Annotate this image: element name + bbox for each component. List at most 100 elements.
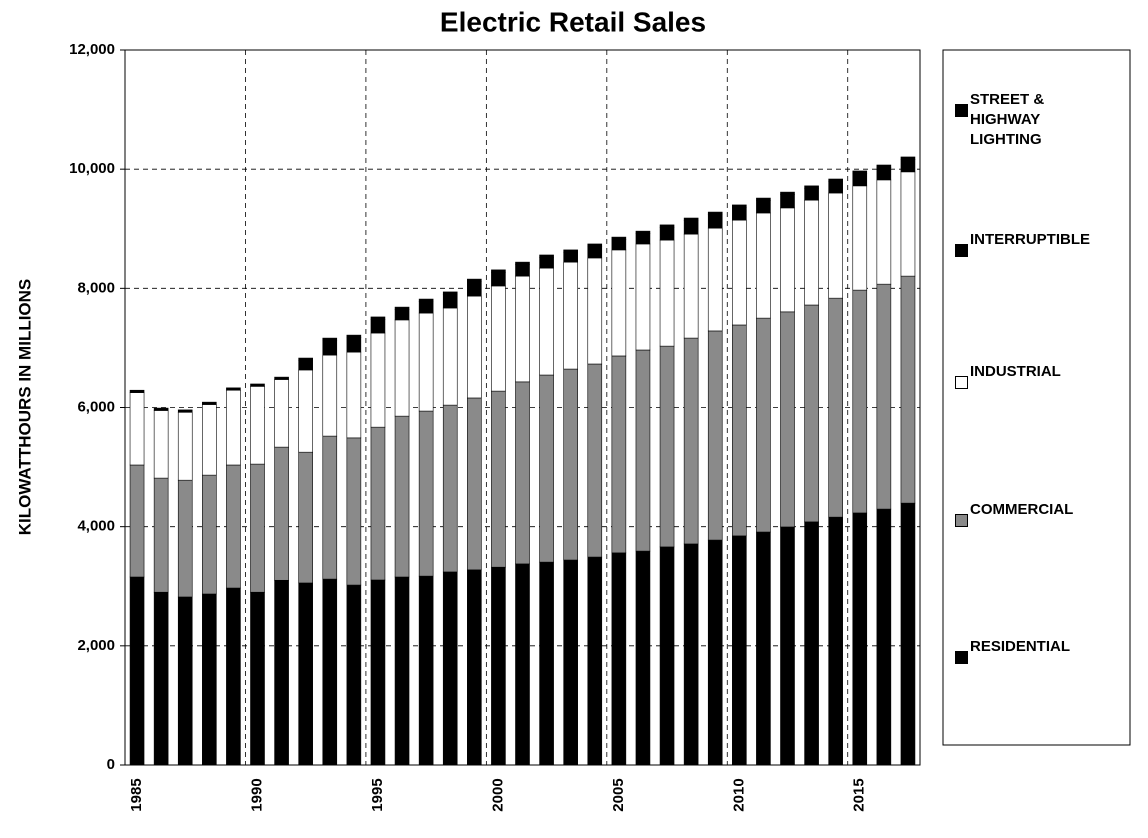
bar-segment: [346, 437, 362, 586]
bar-segment: [587, 257, 603, 365]
bar-segment: [804, 521, 819, 766]
bar-segment: [900, 502, 916, 766]
bar-segment: [346, 334, 362, 338]
bar-segment: [515, 275, 530, 383]
bar-segment: [442, 293, 458, 309]
bar-segment: [635, 230, 651, 234]
bar-segment: [322, 578, 338, 766]
bar-segment: [202, 404, 217, 476]
bar-segment: [467, 278, 482, 282]
bar-segment: [129, 389, 145, 393]
bar-segment: [635, 233, 651, 245]
bar-segment: [707, 227, 723, 332]
bar-segment: [177, 409, 193, 413]
bar-segment: [659, 345, 675, 548]
bar-segment: [683, 543, 699, 766]
bar-segment: [322, 435, 338, 580]
bar-segment: [322, 337, 338, 341]
bar-segment: [370, 316, 386, 320]
bar-segment: [732, 324, 747, 537]
y-tick-label: 0: [107, 756, 115, 773]
bar-segment: [274, 579, 289, 766]
bar-segment: [756, 200, 771, 214]
bar-segment: [274, 376, 289, 380]
bar-segment: [659, 226, 675, 241]
bar-segment: [539, 267, 554, 376]
bar-segment: [370, 426, 386, 581]
bar-segment: [129, 464, 145, 578]
bar-segment: [900, 275, 916, 504]
bar-segment: [177, 479, 193, 598]
bar-segment: [394, 576, 410, 766]
bar-segment: [683, 233, 699, 339]
bar-segment: [202, 401, 217, 405]
y-tick-label: 4,000: [77, 518, 115, 535]
bar-segment: [346, 351, 362, 439]
bar-segment: [491, 390, 506, 568]
bar-segment: [539, 257, 554, 269]
bar-segment: [780, 311, 795, 528]
bar-segment: [515, 261, 530, 265]
bar-segment: [756, 317, 771, 533]
bar-segment: [756, 212, 771, 319]
bar-segment: [876, 167, 892, 181]
bar-segment: [370, 332, 386, 428]
bar-segment: [250, 386, 265, 465]
bar-segment: [683, 337, 699, 545]
legend-swatch: [955, 376, 968, 389]
bar-segment: [298, 451, 313, 584]
bar-segment: [418, 410, 434, 577]
bar-segment: [202, 474, 217, 595]
bar-segment: [852, 170, 868, 174]
bar-segment: [611, 355, 627, 554]
bar-segment: [298, 582, 313, 766]
bar-segment: [250, 463, 265, 593]
bar-segment: [732, 219, 747, 326]
bar-segment: [659, 224, 675, 228]
bar-segment: [491, 269, 506, 273]
bar-segment: [852, 173, 868, 187]
x-tick-label: 2005: [610, 778, 627, 811]
bar-segment: [153, 477, 169, 593]
bar-segment: [852, 289, 868, 514]
bar-segment: [226, 587, 241, 766]
bar-segment: [346, 584, 362, 766]
plot-border: [124, 49, 921, 766]
bar-segment: [153, 410, 169, 479]
bar-segment: [804, 185, 819, 189]
bar-segment: [491, 285, 506, 392]
legend-box: [942, 49, 1131, 746]
bar-segment: [828, 178, 843, 182]
bar-segment: [226, 464, 241, 589]
legend-label: COMMERCIAL: [970, 501, 1074, 518]
bar-segment: [418, 301, 434, 314]
bar-segment: [274, 446, 289, 581]
y-axis-label: KILOWATTHOURS IN MILLIONS: [15, 279, 34, 536]
bar-segment: [515, 381, 530, 565]
bar-segment: [659, 239, 675, 347]
bar-segment: [732, 535, 747, 766]
bar-segment: [732, 207, 747, 221]
bar-segment: [900, 156, 916, 160]
y-tick-label: 8,000: [77, 279, 115, 296]
bar-segment: [418, 312, 434, 412]
bar-segment: [563, 249, 578, 253]
legend-swatch: [955, 651, 968, 664]
bar-segment: [635, 243, 651, 351]
y-tick-label: 6,000: [77, 398, 115, 415]
chart-title: Electric Retail Sales: [440, 6, 706, 37]
legend-label: INTERRUPTIBLE: [970, 231, 1090, 248]
bar-segment: [804, 199, 819, 306]
bar-segment: [780, 207, 795, 313]
legend-swatch: [955, 514, 968, 527]
bar-segment: [876, 164, 892, 168]
bar-segment: [683, 220, 699, 235]
x-tick-label: 1985: [128, 778, 145, 811]
bar-segment: [828, 181, 843, 194]
x-tick-label: 1995: [369, 778, 386, 811]
bar-segment: [587, 363, 603, 558]
bar-segment: [732, 204, 747, 208]
bar-segment: [828, 516, 843, 766]
